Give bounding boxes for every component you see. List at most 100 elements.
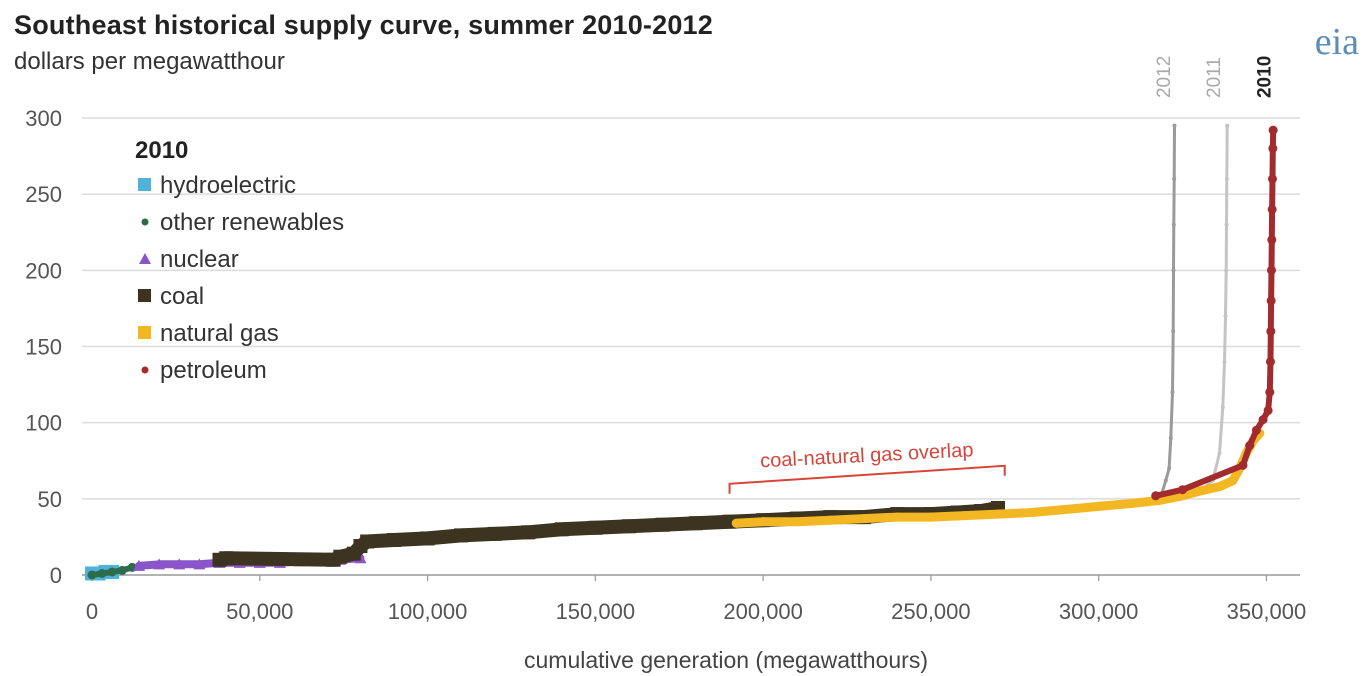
- legend-marker: [138, 178, 151, 191]
- data-point-2012: [1167, 466, 1172, 471]
- data-point-other-renewables: [107, 567, 117, 577]
- legend-marker: [141, 218, 149, 226]
- data-point-other-renewables: [97, 568, 107, 578]
- data-point-natural-gas: [1194, 486, 1204, 496]
- y-axis-ticks: 0 50 100 150 200 250 300: [25, 106, 62, 588]
- data-point-other-renewables: [87, 570, 97, 580]
- series-line-2011: [1197, 124, 1229, 493]
- y-tick-label: 200: [25, 258, 62, 283]
- data-point-petroleum: [1245, 441, 1255, 451]
- data-point-natural-gas: [1027, 508, 1037, 518]
- data-point-petroleum: [1178, 485, 1188, 495]
- data-point-petroleum: [1151, 491, 1161, 501]
- data-point-nuclear: [193, 558, 206, 570]
- data-point-2011: [1225, 123, 1230, 128]
- legend-label: nuclear: [160, 246, 239, 273]
- data-point-petroleum: [1268, 143, 1278, 153]
- data-point-coal: [621, 519, 636, 534]
- year-curves: [1157, 123, 1230, 504]
- data-point-coal: [454, 528, 469, 543]
- data-point-natural-gas: [892, 512, 902, 522]
- data-point-natural-gas: [1228, 476, 1238, 486]
- data-point-natural-gas: [926, 512, 936, 522]
- data-point-petroleum: [1266, 326, 1276, 336]
- data-point-2011: [1223, 314, 1228, 319]
- data-point-natural-gas: [1127, 498, 1137, 508]
- data-point-2011: [1222, 359, 1227, 364]
- legend-marker: [139, 253, 151, 264]
- data-point-natural-gas: [731, 518, 741, 528]
- y-tick-label: 150: [25, 335, 62, 360]
- legend-marker: [138, 326, 151, 339]
- data-point-petroleum: [1267, 204, 1277, 214]
- x-tick-label: 350,000: [1227, 599, 1307, 624]
- legend-marker: [138, 289, 151, 302]
- x-tick-label: 200,000: [723, 599, 803, 624]
- eia-logo: eia: [1314, 21, 1359, 63]
- data-point-natural-gas: [1214, 482, 1224, 492]
- year-label: 2011: [1204, 57, 1225, 98]
- data-point-2012: [1163, 478, 1168, 483]
- data-point-petroleum: [1265, 357, 1275, 367]
- data-point-coal: [219, 551, 234, 566]
- y-tick-label: 300: [25, 106, 62, 131]
- data-point-2011: [1217, 451, 1222, 456]
- data-point-petroleum: [1238, 460, 1248, 470]
- x-tick-label: 150,000: [556, 599, 636, 624]
- annotation-label: coal-natural gas overlap: [760, 439, 974, 472]
- data-point-petroleum: [1251, 425, 1261, 435]
- data-point-2012: [1172, 123, 1177, 128]
- data-point-coal: [689, 516, 703, 531]
- data-point-2012: [1170, 390, 1175, 395]
- data-point-2011: [1220, 405, 1225, 410]
- data-point-coal: [655, 517, 670, 532]
- data-point-coal: [588, 520, 603, 535]
- data-point-natural-gas: [859, 514, 869, 524]
- x-tick-label: 250,000: [891, 599, 971, 624]
- chart-subtitle: dollars per megawatthour: [14, 48, 285, 75]
- x-axis-ticks: 0 50,000 100,000 150,000 200,000 250,000 300,0…: [86, 575, 1306, 624]
- legend-label: other renewables: [160, 209, 344, 236]
- data-point-2011: [1224, 268, 1229, 273]
- data-point-petroleum: [1258, 415, 1268, 425]
- data-point-2012: [1172, 176, 1177, 181]
- year-labels: 2012 2011 2010: [1154, 56, 1276, 98]
- x-axis-label: cumulative generation (megawatthours): [524, 647, 928, 673]
- data-point-2012: [1171, 329, 1176, 334]
- data-point-petroleum: [1268, 125, 1278, 135]
- data-point-nuclear: [132, 559, 145, 571]
- y-tick-label: 50: [38, 487, 62, 512]
- data-point-natural-gas: [792, 517, 802, 527]
- x-tick-label: 0: [86, 599, 98, 624]
- legend-label: petroleum: [160, 357, 267, 384]
- data-point-natural-gas: [758, 517, 768, 527]
- x-tick-label: 300,000: [1059, 599, 1139, 624]
- legend-label: hydroelectric: [160, 172, 296, 199]
- legend-label: coal: [160, 283, 204, 310]
- data-point-coal: [521, 525, 536, 540]
- series-line-natural-gas: [731, 428, 1265, 528]
- data-point-nuclear: [153, 558, 166, 570]
- grid-lines: [82, 117, 1300, 500]
- legend-marker: [141, 366, 149, 374]
- chart-title: Southeast historical supply curve, summe…: [14, 10, 713, 40]
- data-point-petroleum: [1266, 296, 1276, 306]
- data-point-2012: [1171, 222, 1176, 227]
- data-point-other-renewables: [117, 565, 127, 575]
- annotation-group: coal-natural gas overlap: [728, 439, 1006, 494]
- x-tick-label: 50,000: [226, 599, 293, 624]
- data-point-natural-gas: [1060, 504, 1070, 514]
- data-point-petroleum: [1265, 387, 1275, 397]
- y-tick-label: 0: [50, 563, 62, 588]
- data-point-natural-gas: [993, 509, 1003, 519]
- data-point-coal: [487, 526, 502, 541]
- legend: 2010 hydroelectric other renewables nuclear…: [135, 137, 344, 384]
- data-point-petroleum: [1267, 235, 1277, 245]
- data-point-petroleum: [1266, 265, 1276, 275]
- legend-label: natural gas: [160, 320, 279, 347]
- data-point-coal: [420, 531, 435, 546]
- y-tick-label: 100: [25, 411, 62, 436]
- data-point-2012: [1171, 268, 1176, 273]
- data-point-2011: [1224, 222, 1229, 227]
